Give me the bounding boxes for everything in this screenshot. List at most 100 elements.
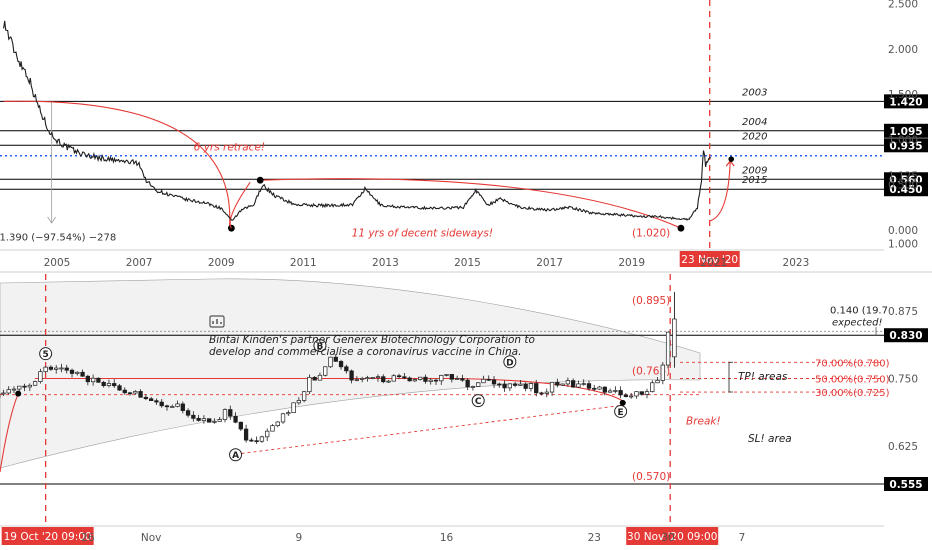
candle-body: [280, 413, 286, 423]
candle-body: [6, 389, 11, 394]
fib-level-label: (0.570): [632, 471, 670, 483]
candle-body: [296, 400, 301, 404]
tp-level-label: 30.00%(0.725): [815, 388, 890, 399]
level-year-label: 2020: [742, 131, 767, 142]
candle-body: [349, 370, 354, 381]
arc-end-dot: [228, 224, 235, 232]
candle-body: [655, 380, 660, 384]
candle-body: [650, 382, 655, 392]
candle-body: [338, 361, 344, 368]
candle-body: [534, 383, 539, 394]
candle-body: [154, 400, 159, 403]
curve-end-dot: [619, 399, 626, 406]
candle-body: [43, 366, 48, 373]
candle-body: [233, 415, 238, 423]
candle-body: [238, 421, 243, 430]
candle-body: [360, 378, 365, 380]
candle-body: [38, 371, 43, 382]
top-x-tick-label: 2005: [44, 257, 71, 269]
candle-body: [512, 383, 518, 386]
price-level-badge: [884, 477, 928, 491]
candle-body: [491, 379, 497, 385]
level-year-label: 2004: [742, 117, 767, 128]
bottom-x-tick-label: 30: [661, 532, 674, 544]
candle-body: [454, 378, 460, 380]
candle-body: [112, 383, 117, 387]
arc-end-dot: [256, 176, 264, 184]
candle-body: [665, 331, 671, 366]
candle-body: [544, 391, 549, 394]
candle-body: [391, 375, 396, 382]
candle-body: [381, 376, 386, 383]
candle-body: [375, 376, 381, 379]
bottom-x-tick-label: Nov: [141, 532, 162, 544]
date-marker-badge: [679, 251, 740, 267]
candle-body: [586, 383, 592, 389]
candle-body: [175, 403, 180, 407]
candle-body: [439, 375, 444, 382]
wave-label: B: [317, 342, 324, 352]
candle-body: [660, 364, 665, 381]
candle-body: [143, 396, 149, 400]
sideways-arc: [260, 178, 682, 229]
price-level-label: 0.830: [889, 330, 922, 342]
measure-label: −1.390 (−97.54%) −278: [0, 232, 116, 243]
fib-level-label: (0.895): [632, 295, 670, 307]
candle-body: [286, 412, 291, 415]
top-y-tick-label: 1.000: [888, 134, 918, 146]
candle-body: [228, 409, 233, 417]
candle-body: [127, 392, 133, 395]
candle-body: [17, 385, 22, 390]
candle-body: [90, 377, 96, 383]
candle-body: [528, 383, 534, 389]
price-level-label: 0.935: [889, 140, 922, 152]
candle-body: [613, 390, 618, 392]
bottom-x-tick-label: 23: [588, 532, 601, 544]
projection-target-dot: [728, 156, 735, 162]
lower-trendline: [235, 405, 621, 455]
bottom-x-tick-label: 16: [440, 532, 454, 544]
note-icon[interactable]: [209, 315, 225, 328]
candle-body: [80, 371, 85, 377]
candle-body: [122, 389, 127, 394]
candle-body: [344, 366, 349, 372]
measure-arrow: [47, 216, 56, 224]
candle-body: [507, 383, 512, 389]
candle-body: [634, 391, 639, 397]
candle-body: [386, 380, 391, 383]
candle-body: [138, 391, 143, 398]
bottom-x-tick-label: 26: [81, 532, 95, 544]
top-x-tick-label: 2021: [700, 257, 727, 269]
candle-body: [460, 378, 465, 381]
price-level-badge: [884, 123, 928, 138]
candle-body: [328, 356, 333, 368]
candle-body: [639, 391, 644, 395]
candle-body: [449, 374, 454, 380]
candle-body: [602, 386, 607, 393]
candle-body: [618, 390, 623, 396]
candle-body: [54, 367, 59, 370]
wave-label: 5: [43, 350, 49, 360]
candle-body: [433, 379, 439, 382]
candle-body: [607, 390, 613, 393]
expected-value-label: 0.140 (19.7: [830, 305, 888, 316]
candle-body: [597, 386, 602, 390]
candle-body: [22, 385, 27, 388]
candle-body: [254, 440, 259, 443]
top-y-tick-label: 2.000: [888, 44, 918, 56]
bottom-y-tick-label: 0.875: [888, 306, 918, 318]
candle-body: [581, 383, 586, 385]
wave-marker: [471, 394, 485, 408]
candle-body: [48, 366, 54, 370]
candle-body: [259, 436, 265, 442]
candle-body: [623, 394, 629, 397]
candle-body: [149, 398, 154, 402]
candle-body: [196, 418, 201, 421]
candle-body: [275, 421, 280, 426]
candle-body: [470, 386, 476, 388]
note-line-1: Bintai Kinden's partner Generex Biotechn…: [209, 334, 535, 346]
candle-body: [672, 318, 677, 358]
candle-body: [222, 409, 228, 420]
